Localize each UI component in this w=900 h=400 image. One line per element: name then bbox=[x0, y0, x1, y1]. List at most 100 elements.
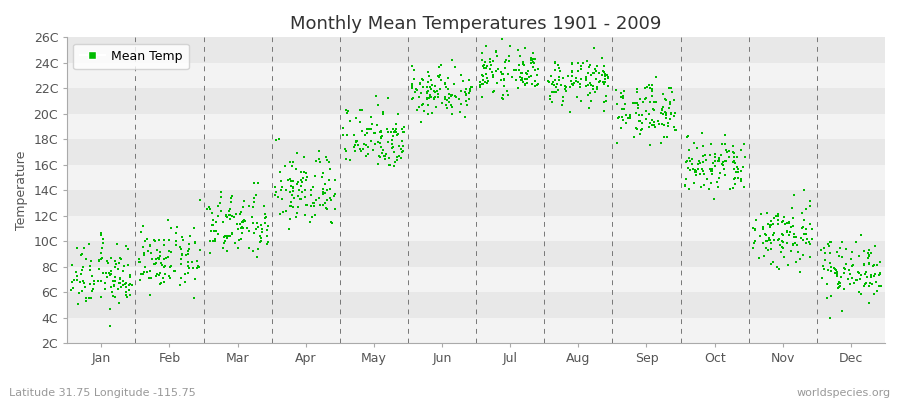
Point bbox=[525, 81, 539, 87]
Point bbox=[102, 270, 116, 276]
Point bbox=[503, 42, 517, 49]
Point bbox=[770, 211, 785, 217]
Point bbox=[459, 85, 473, 92]
Point bbox=[573, 98, 588, 104]
Point bbox=[584, 82, 598, 89]
Point bbox=[105, 288, 120, 295]
Point bbox=[353, 119, 367, 125]
Point bbox=[354, 148, 368, 154]
Point bbox=[569, 78, 583, 84]
Point bbox=[545, 99, 560, 106]
Point bbox=[782, 228, 796, 235]
Point bbox=[454, 72, 469, 79]
Point bbox=[457, 88, 472, 95]
Point bbox=[337, 125, 351, 132]
Point bbox=[616, 92, 630, 99]
Point bbox=[186, 224, 201, 231]
Point bbox=[319, 154, 333, 161]
Point bbox=[358, 142, 373, 148]
Point bbox=[771, 217, 786, 223]
Point bbox=[284, 199, 298, 206]
Point bbox=[830, 249, 844, 256]
Point bbox=[94, 278, 108, 284]
Point bbox=[614, 125, 628, 131]
Point bbox=[652, 121, 666, 127]
Point bbox=[242, 228, 256, 234]
Point bbox=[479, 65, 493, 71]
Point bbox=[184, 232, 198, 239]
Point bbox=[858, 270, 872, 277]
Point bbox=[698, 171, 712, 177]
Point bbox=[202, 238, 217, 244]
Point bbox=[789, 234, 804, 240]
Point bbox=[138, 252, 152, 258]
Point bbox=[544, 89, 559, 95]
Point bbox=[211, 213, 225, 219]
Point bbox=[688, 169, 703, 176]
Point bbox=[328, 190, 342, 197]
Point bbox=[387, 128, 401, 134]
Point bbox=[752, 255, 766, 261]
Point bbox=[206, 238, 220, 244]
Point bbox=[296, 175, 310, 181]
Point bbox=[316, 189, 330, 195]
Point bbox=[531, 80, 545, 87]
Point bbox=[595, 72, 609, 78]
Point bbox=[339, 109, 354, 116]
Point bbox=[766, 221, 780, 228]
Point bbox=[275, 209, 290, 215]
Point bbox=[378, 156, 392, 162]
Point bbox=[357, 140, 372, 147]
Point bbox=[619, 120, 634, 126]
Point bbox=[867, 273, 881, 279]
Point bbox=[140, 268, 155, 275]
Point bbox=[796, 252, 810, 258]
Point bbox=[134, 270, 148, 277]
Point bbox=[844, 256, 859, 262]
Point bbox=[763, 222, 778, 229]
Point bbox=[453, 109, 467, 116]
Point bbox=[272, 136, 286, 142]
Point bbox=[134, 229, 148, 236]
Point bbox=[769, 212, 783, 219]
Point bbox=[259, 233, 274, 239]
Point bbox=[730, 153, 744, 160]
Point bbox=[412, 94, 427, 100]
Point bbox=[181, 269, 195, 276]
Point bbox=[786, 215, 800, 222]
Point bbox=[236, 218, 250, 224]
Point bbox=[775, 238, 789, 244]
Point bbox=[642, 82, 656, 88]
Point bbox=[236, 219, 250, 226]
Point bbox=[483, 62, 498, 68]
Point bbox=[98, 286, 112, 292]
Point bbox=[86, 278, 101, 284]
Point bbox=[428, 83, 442, 89]
Point bbox=[413, 80, 428, 87]
Point bbox=[860, 280, 874, 286]
Point bbox=[164, 262, 178, 269]
Point bbox=[308, 212, 322, 218]
Point bbox=[598, 93, 613, 99]
Point bbox=[147, 237, 161, 244]
Point bbox=[150, 247, 165, 254]
Point bbox=[188, 240, 202, 246]
Point bbox=[311, 148, 326, 154]
Point bbox=[206, 217, 220, 223]
Point bbox=[645, 82, 660, 88]
Point bbox=[643, 120, 657, 127]
Point bbox=[554, 102, 569, 108]
Point bbox=[70, 273, 85, 280]
Point bbox=[681, 155, 696, 161]
Point bbox=[862, 260, 877, 266]
Point bbox=[529, 82, 544, 88]
Point bbox=[212, 203, 226, 210]
Point bbox=[292, 204, 306, 210]
Point bbox=[428, 88, 442, 94]
Point bbox=[772, 236, 787, 243]
Point bbox=[544, 96, 558, 102]
Point bbox=[581, 64, 596, 70]
Point bbox=[303, 203, 318, 209]
Point bbox=[457, 114, 472, 120]
Point bbox=[416, 84, 430, 90]
